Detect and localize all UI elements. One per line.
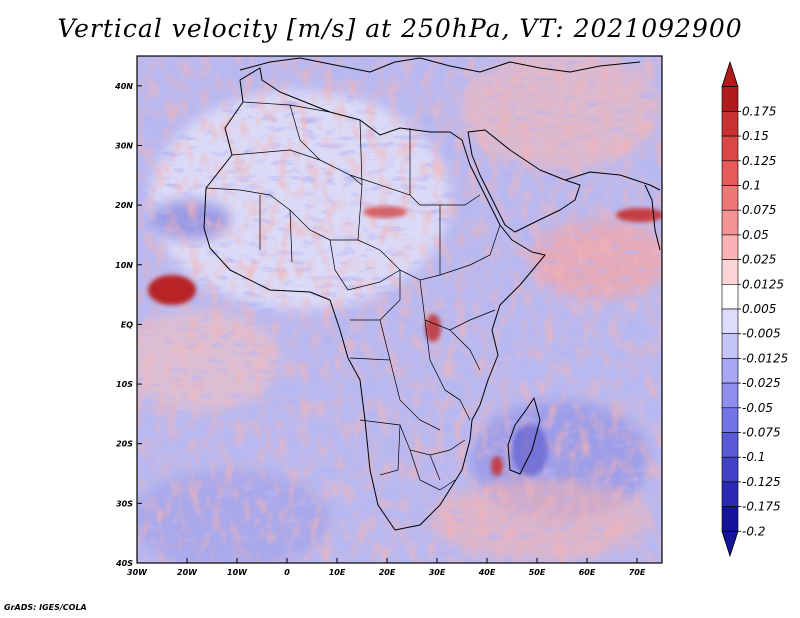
colorbar-swatch	[721, 135, 739, 162]
colorbar-label: 0.1	[742, 179, 761, 193]
lat-tick-label: 20N	[115, 201, 133, 210]
lat-tick-label: EQ	[121, 320, 133, 329]
lon-tick-label: 10E	[329, 568, 346, 577]
colorbar-label: 0.15	[742, 129, 769, 143]
grads-credit: GrADS: IGES/COLA	[4, 603, 87, 612]
colorbar-label: 0.075	[742, 203, 776, 217]
colorbar-swatch	[721, 234, 739, 260]
colorbar-swatch	[721, 86, 739, 112]
colorbar-label: 0.025	[742, 253, 776, 267]
velocity-field	[137, 56, 662, 563]
colorbar-label: -0.075	[742, 426, 781, 440]
colorbar-label: 0.125	[742, 154, 776, 168]
lon-tick-label: 30E	[429, 568, 446, 577]
colorbar-label: 0.05	[742, 228, 769, 242]
colorbar-swatch	[721, 506, 739, 532]
latitude-axis: 40N 30N 20N 10N EQ 10S 20S 30S 40S	[114, 82, 142, 568]
colorbar-swatch	[721, 358, 739, 384]
longitude-axis: 30W 20W 10W 0 10E 20E 30E 40E 50E 60E 70E	[127, 558, 646, 577]
lat-tick-label: 40N	[114, 82, 133, 91]
colorbar-swatch	[721, 259, 739, 285]
lon-tick-label: 20W	[177, 568, 198, 577]
colorbar-label: -0.005	[742, 327, 781, 341]
colorbar-swatch	[721, 209, 739, 236]
colorbar-label: -0.1	[742, 450, 765, 464]
map-title: Vertical velocity [m/s] at 250hPa, VT: 2…	[57, 14, 743, 43]
colorbar-swatch	[721, 432, 739, 458]
lon-tick-label: 0	[284, 568, 290, 577]
lon-tick-label: 70E	[629, 568, 646, 577]
colorbar-label: -0.125	[742, 475, 781, 489]
colorbar-bottom-arrow	[721, 530, 739, 558]
colorbar-swatch	[721, 456, 739, 483]
lat-tick-label: 30N	[115, 141, 133, 150]
country-borders	[205, 101, 501, 491]
colorbar-swatch	[721, 160, 739, 186]
colorbar-label: 0.0125	[742, 277, 784, 291]
lat-tick-label: 10S	[116, 380, 133, 389]
lon-tick-label: 40E	[478, 568, 496, 577]
lat-tick-label: 20S	[116, 440, 133, 449]
lon-tick-label: 20E	[379, 568, 396, 577]
lon-tick-label: 10W	[227, 568, 248, 577]
colorbar-swatch	[721, 333, 739, 359]
colorbar-swatch	[721, 111, 739, 137]
colorbar-swatch	[721, 407, 739, 433]
lat-tick-label: 10N	[115, 261, 133, 270]
plot-frame	[136, 55, 663, 564]
colorbar-swatch	[721, 481, 739, 507]
colorbar-top-arrow	[721, 60, 739, 88]
colorbar-label: -0.025	[742, 376, 781, 390]
lat-tick-label: 30S	[116, 499, 133, 508]
colorbar: 0.175 0.15 0.125 0.1 0.075 0.05 0.025 0.0125 0.0…	[721, 60, 788, 558]
lon-tick-label: 30W	[127, 568, 148, 577]
colorbar-label: -0.175	[742, 500, 781, 514]
colorbar-label: 0.005	[742, 302, 776, 316]
lat-tick-label: 40S	[115, 559, 133, 568]
colorbar-swatch	[721, 308, 739, 335]
colorbar-label: 0.175	[742, 104, 776, 118]
colorbar-label: -0.0125	[742, 351, 788, 365]
colorbar-label: -0.05	[742, 401, 773, 415]
colorbar-swatch	[721, 382, 739, 409]
coastlines	[203, 57, 661, 531]
colorbar-swatch	[721, 185, 739, 211]
lon-tick-label: 50E	[529, 568, 546, 577]
colorbar-label: -0.2	[742, 524, 765, 538]
lon-tick-label: 60E	[579, 568, 596, 577]
colorbar-swatch	[721, 283, 739, 310]
